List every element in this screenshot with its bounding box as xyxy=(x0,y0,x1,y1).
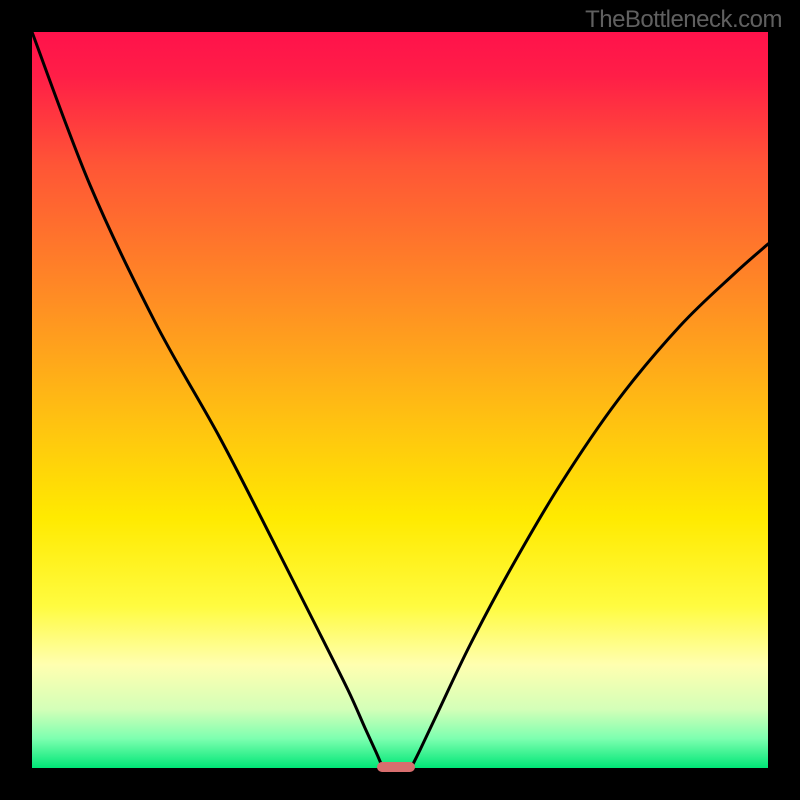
bottleneck-marker xyxy=(377,762,415,772)
curve-right-branch xyxy=(412,244,768,766)
bottleneck-curve xyxy=(0,0,800,800)
curve-left-branch xyxy=(32,32,382,766)
watermark-text: TheBottleneck.com xyxy=(585,6,782,34)
